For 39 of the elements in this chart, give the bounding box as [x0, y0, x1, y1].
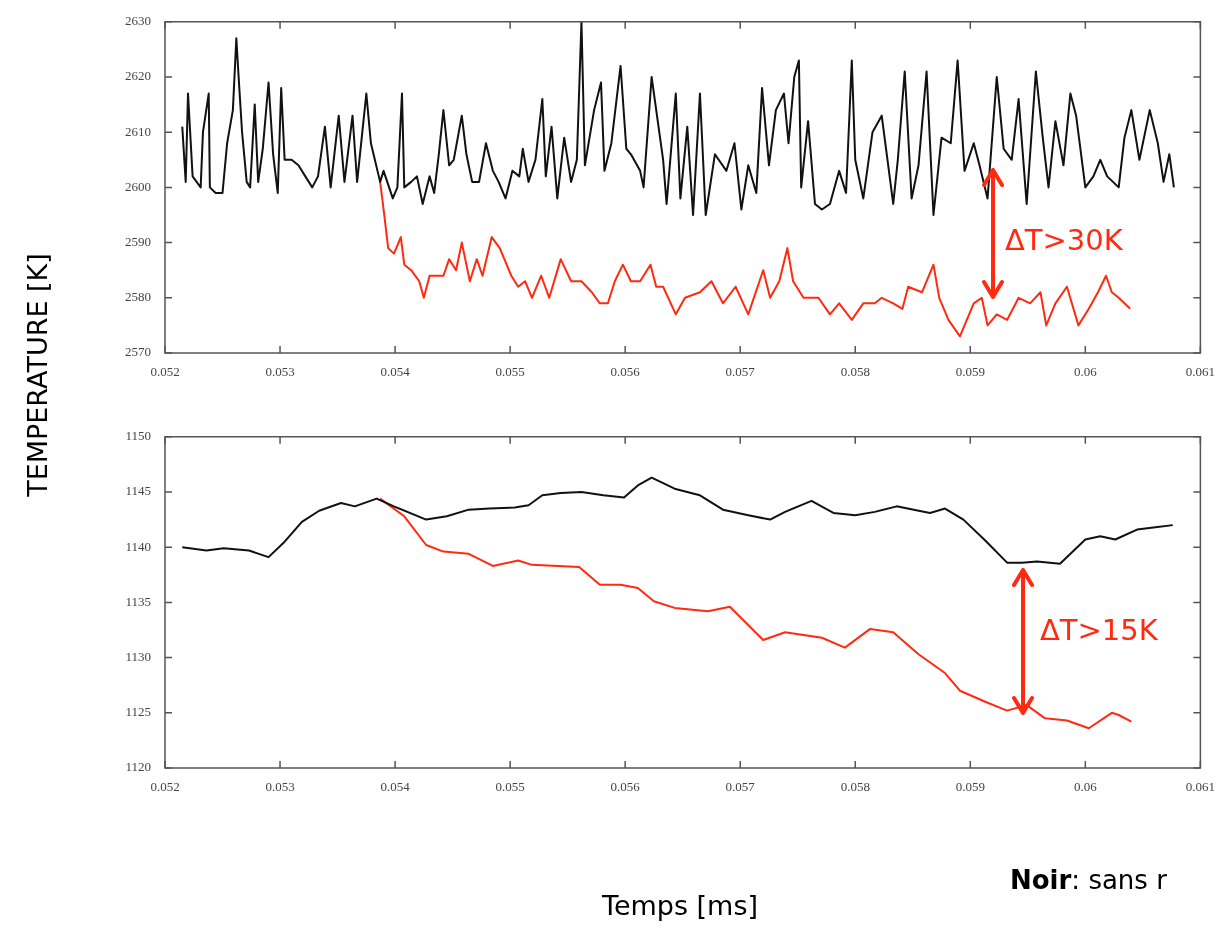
x-axis-title: Temps [ms] [601, 889, 759, 921]
x-tick-label: 0.061 [1185, 779, 1215, 795]
x-tick-label: 0.055 [495, 364, 525, 380]
x-tick-label: 0.057 [725, 364, 756, 380]
x-tick-label: 0.058 [840, 779, 870, 795]
text: Noir: sans r [1010, 865, 1167, 895]
x-tick-label: 0.056 [610, 364, 641, 380]
y-tick-label: 2600 [125, 178, 151, 194]
x-tick-label: 0.06 [1073, 364, 1098, 380]
y-tick-label: 1140 [125, 538, 151, 554]
x-tick-label: 0.052 [150, 779, 180, 795]
y-tick-label: 1145 [125, 483, 151, 499]
y-tick-label: 2620 [125, 68, 151, 84]
x-tick-label: 0.053 [265, 779, 295, 795]
y-tick-label: 1125 [125, 704, 151, 720]
x-tick-label: 0.061 [1185, 364, 1215, 380]
y-tick-label: 1130 [125, 649, 151, 665]
y-tick-label: 2590 [125, 234, 151, 250]
x-tick-label: 0.06 [1073, 779, 1098, 795]
annotation: ΔT>30K [1005, 223, 1123, 257]
y-tick-label: 1150 [125, 428, 151, 444]
y-tick-label: 2610 [125, 123, 151, 139]
x-tick-label: 0.059 [955, 364, 985, 380]
x-tick-label: 0.056 [610, 779, 641, 795]
y-tick-label: 1120 [125, 759, 151, 775]
y-tick-label: 1135 [125, 593, 151, 609]
y-tick-label: 2570 [125, 344, 151, 360]
y-axis-title: TEMPERATURE [K] [21, 253, 53, 497]
x-tick-label: 0.052 [150, 364, 180, 380]
y-tick-label: 2580 [125, 289, 151, 305]
x-tick-label: 0.053 [265, 364, 295, 380]
annotation: ΔT>15K [1040, 613, 1158, 647]
y-tick-label: 2630 [125, 13, 151, 29]
x-tick-label: 0.055 [495, 779, 525, 795]
x-tick-label: 0.054 [380, 364, 411, 380]
x-tick-label: 0.054 [380, 779, 411, 795]
x-tick-label: 0.058 [840, 364, 870, 380]
x-tick-label: 0.059 [955, 779, 985, 795]
x-tick-label: 0.057 [725, 779, 756, 795]
